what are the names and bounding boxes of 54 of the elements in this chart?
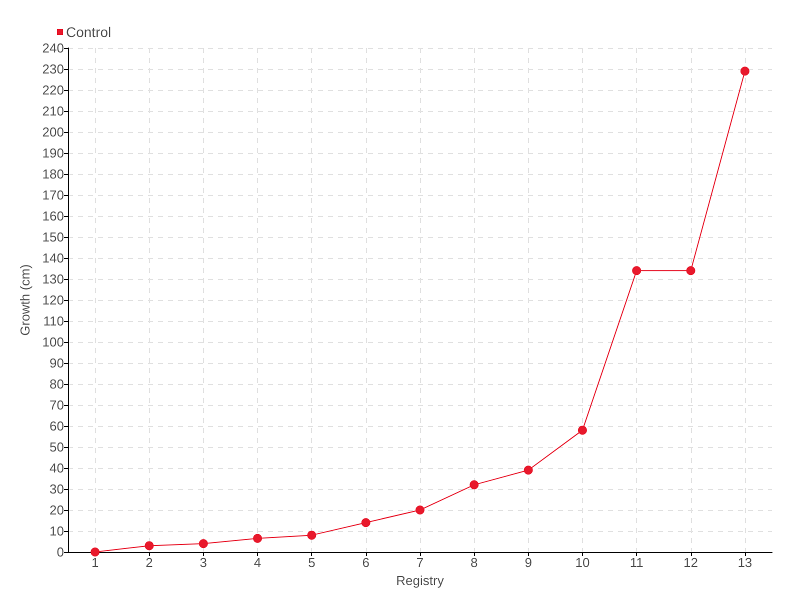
x-tick-label: 5 [308, 555, 316, 570]
point [578, 426, 587, 435]
y-tick-label: 240 [42, 40, 64, 56]
point [416, 506, 424, 514]
y-tick-label: 220 [42, 82, 64, 98]
y-tick-label: 160 [42, 208, 64, 224]
point [524, 466, 533, 475]
y-tick-label: 100 [42, 334, 64, 350]
y-tick-label: 70 [50, 398, 64, 412]
legend-label: Control [66, 24, 112, 40]
y-tick-label: 40 [50, 460, 64, 476]
point [90, 548, 100, 556]
x-tick-label: 12 [684, 555, 698, 570]
x-tick-label: 7 [416, 555, 424, 570]
y-tick-label: 90 [50, 356, 64, 370]
y-tick-label: 0 [56, 544, 64, 560]
point [198, 539, 208, 548]
x-tick-label: 6 [362, 555, 370, 570]
point [253, 534, 262, 543]
x-axis-title: Registry [396, 572, 444, 588]
y-tick-label: 150 [42, 230, 64, 244]
y-tick-label: 210 [42, 104, 64, 118]
y-tick-label: 190 [42, 146, 64, 160]
x-tick-label: 4 [254, 555, 262, 570]
y-tick-label: 10 [50, 524, 64, 538]
point [632, 266, 642, 276]
y-tick-label: 30 [50, 482, 64, 496]
y-tick-label: 140 [42, 250, 64, 266]
x-tick-label: 8 [470, 555, 478, 570]
y-tick-label: 180 [42, 166, 64, 182]
y-tick-label: 50 [50, 440, 64, 454]
point [470, 480, 479, 490]
x-tick-label: 1 [91, 555, 99, 570]
point [144, 541, 154, 550]
y-axis-title: Growth (cm) [17, 264, 32, 336]
x-tick-label: 11 [630, 555, 644, 570]
y-tick-label: 230 [42, 62, 64, 76]
x-tick-label: 3 [200, 555, 207, 570]
y-tick-label: 130 [42, 272, 64, 286]
point [740, 66, 750, 76]
point [361, 518, 370, 528]
y-tick-label: 80 [50, 376, 64, 392]
y-tick-label: 170 [42, 188, 64, 202]
x-tick-label: 13 [738, 555, 752, 570]
y-tick-label: 20 [50, 502, 64, 518]
x-tick-label: 10 [575, 555, 590, 570]
y-tick-label: 60 [50, 418, 64, 434]
x-tick-label: 9 [524, 555, 532, 570]
y-tick-label: 200 [42, 124, 64, 140]
y-tick-label: 110 [43, 314, 64, 328]
y-tick-label: 120 [42, 292, 64, 308]
point [686, 266, 696, 276]
x-tick-label: 2 [146, 555, 153, 570]
point [307, 530, 316, 540]
